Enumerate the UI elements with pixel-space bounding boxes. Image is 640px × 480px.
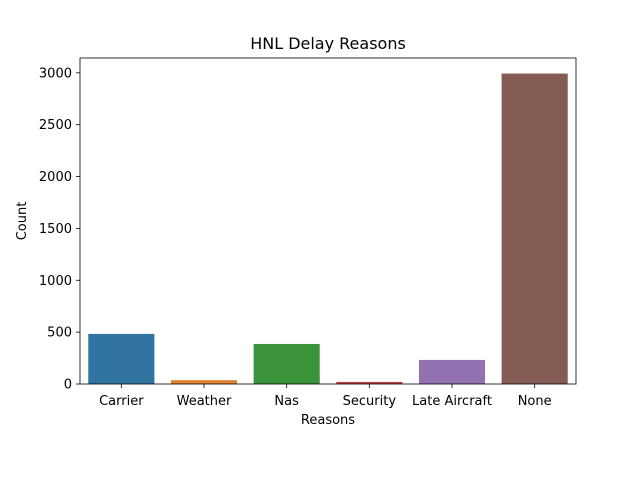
chart-title: HNL Delay Reasons (250, 34, 406, 53)
axes-group: Carrier Weather Nas Security Late Aircraft No… (39, 57, 577, 409)
y-tick-label-0: 0 (64, 378, 72, 393)
bar-none (501, 73, 568, 384)
bar-weather (170, 380, 238, 384)
y-tick-label-2000: 2000 (39, 170, 72, 185)
plot-frame (79, 57, 577, 385)
bar-nas (253, 343, 320, 384)
y-tick-label-3000: 3000 (39, 66, 72, 81)
x-tick-label-late-aircraft: Late Aircraft (412, 394, 492, 409)
x-tick-label-security: Security (343, 394, 397, 409)
bar-security (336, 381, 403, 384)
y-tick-label-2500: 2500 (39, 118, 72, 133)
y-tick-label-500: 500 (47, 326, 72, 341)
y-axis-label: Count (15, 202, 30, 241)
x-tick-label-weather: Weather (177, 394, 232, 409)
x-tick-label-none: None (518, 394, 552, 409)
bar-late-aircraft (418, 359, 486, 384)
bar-carrier (88, 333, 155, 384)
bars-group (88, 73, 568, 384)
y-tick-label-1000: 1000 (39, 274, 72, 289)
x-axis-label: Reasons (301, 413, 355, 428)
x-tick-label-carrier: Carrier (99, 394, 144, 409)
x-tick-label-nas: Nas (274, 394, 299, 409)
y-tick-label-1500: 1500 (39, 222, 72, 237)
